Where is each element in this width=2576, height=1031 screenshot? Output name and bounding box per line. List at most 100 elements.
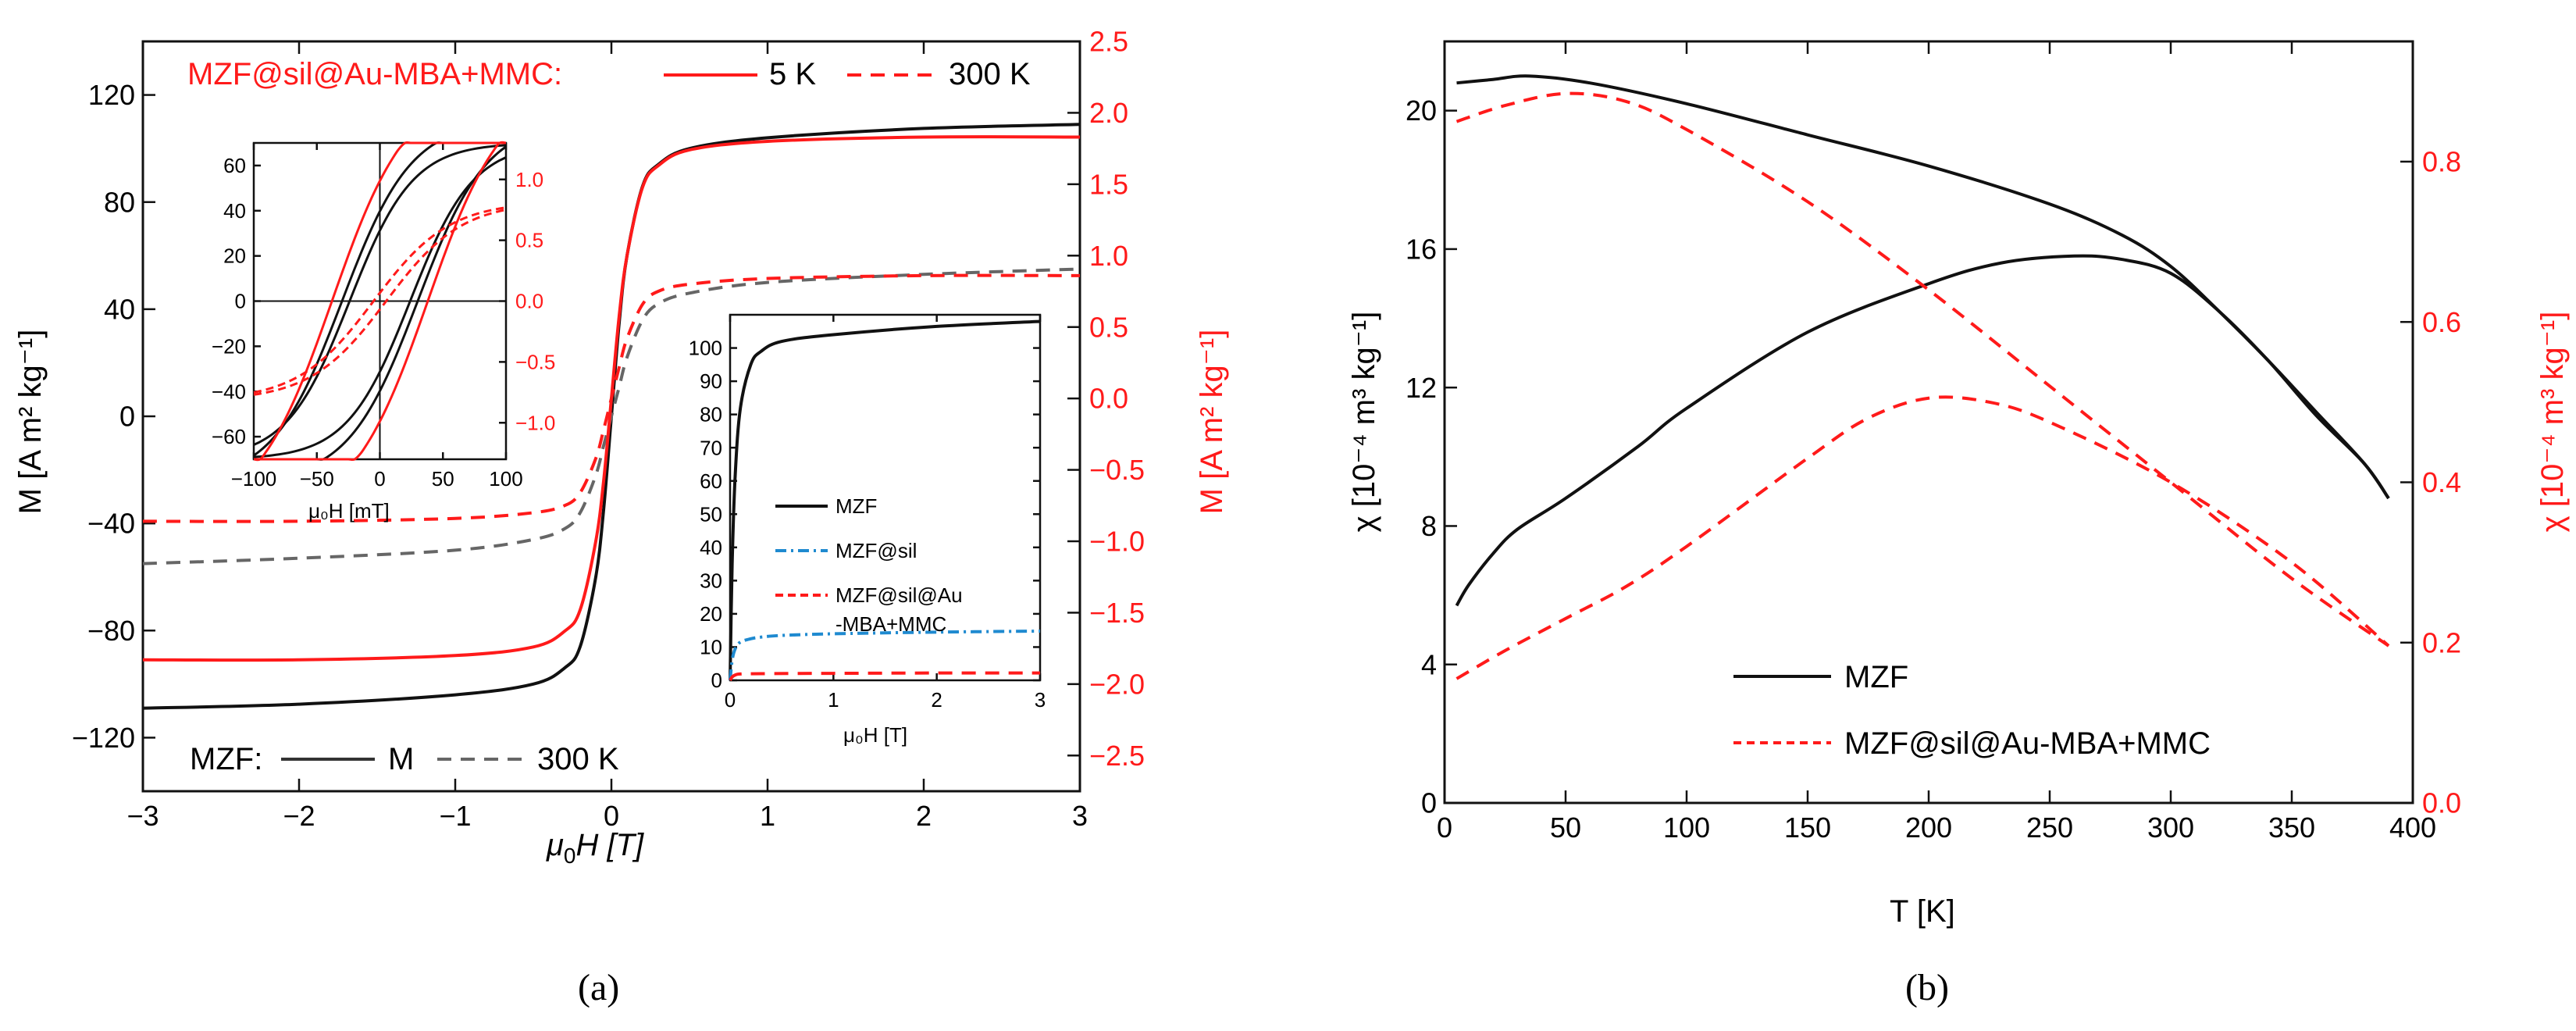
y-tick-label: 0 [711,669,722,692]
x-tick-label: −1 [439,800,471,832]
y2-tick-label: 1.0 [515,168,543,191]
x-tick-label: 100 [1663,812,1710,844]
y-tick-label: −40 [212,380,246,403]
y2-tick-label: 0.5 [515,229,543,252]
inset-loop-branch [253,156,507,458]
y-tick-label: 12 [1406,372,1437,404]
x-tick-label: 250 [2026,812,2073,844]
x-tick-label: −50 [300,467,334,491]
x-tick-label: 0 [604,800,619,832]
panel-b-legend: MZF MZF@sil@Au-MBA+MMC [1733,660,2211,761]
x-tick-label: 50 [1550,812,1581,844]
x-tick-label: 0 [1437,812,1452,844]
x-tick-label: 3 [1072,800,1088,832]
x-tick-label: −100 [231,467,277,491]
series-mzf-sil [729,630,1041,681]
y-tick-label: −40 [87,508,135,540]
legend-black-5k-label: M [388,742,414,776]
inset-hysteresis-axes: −100 −50 0 50 100 −60 −40 −20 0 20 40 60 −1.0 −0.5 0.0… [212,143,555,491]
y2-tick-label: 0.0 [515,290,543,313]
panel-b-right-y-axis-label: χ [10⁻⁴ m³ kg⁻¹] [2535,312,2570,533]
legend-black-title: MZF: [190,742,262,776]
y-tick-label: 60 [223,154,246,177]
x-tick-label: 1 [760,800,775,832]
series-mzf-300-k [142,267,1081,565]
inset-hysteresis-x-label: μ₀H [mT] [308,499,390,523]
y-tick-label: 40 [223,199,246,223]
panel-a-axes: −3 −2 −1 0 1 2 3−120−80−4004080120−2.5−2.0−1.5… [72,26,1145,832]
panel-b-caption: (b) [1905,967,1949,1008]
inset-legend-mzfsil: MZF@sil [836,539,917,562]
x-tick-label: 3 [1035,688,1046,712]
x-tick-label: 400 [2389,812,2436,844]
y-tick-label: 40 [700,536,722,559]
panel-a-left-y-axis-label: M [A m² kg⁻¹] [13,330,48,515]
y-tick-label: 16 [1406,234,1437,266]
y-tick-label: 8 [1421,510,1437,542]
y-tick-label: 70 [700,436,722,459]
y2-tick-label: 2.5 [1089,26,1128,58]
y2-tick-label: 0.2 [2422,626,2461,658]
inset-loop-branch [253,141,507,462]
panel-a: −3 −2 −1 0 1 2 3−120−80−4004080120−2.5−2.0−1.5… [13,26,1229,1008]
legend-red-300k-label: 300 K [949,57,1031,91]
y2-tick-label: −0.5 [1089,454,1145,486]
inset-legend-mzf: MZF [836,494,877,518]
legend-red-title: MZF@sil@Au-MBA+MMC: [187,57,562,91]
x-tick-label: 200 [1905,812,1952,844]
x-tick-label: −3 [126,800,159,832]
y-tick-label: 0 [235,290,246,313]
y-tick-label: 60 [700,469,722,493]
legend-black-300k-label: 300 K [537,742,619,776]
y2-tick-label: −0.5 [515,350,555,373]
y-tick-label: 4 [1421,648,1437,680]
inset-comparison-frame [729,313,1042,682]
series-mzf-sil-au-mba-mmc [729,671,1041,682]
y-tick-label: −20 [212,334,246,358]
y2-tick-label: 0.8 [2422,146,2461,178]
inset-comparison-legend: MZF MZF@sil MZF@sil@Au -MBA+MMC [775,494,963,636]
series-mzf-lower [1455,254,2390,607]
x-tick-label: 150 [1784,812,1831,844]
x-tick-label: 0 [725,688,736,712]
y-tick-label: −120 [72,722,135,754]
y-tick-label: 80 [700,403,722,426]
y-tick-label: −60 [212,425,246,448]
x-tick-label: 2 [931,688,942,712]
panel-b-left-y-axis-label: χ [10⁻⁴ m³ kg⁻¹] [1347,312,1381,533]
y2-tick-label: −1.0 [1089,526,1145,558]
y-tick-label: 40 [104,293,135,325]
x-tick-label: 0 [374,467,385,491]
y-tick-label: 10 [700,636,722,659]
x-tick-label: 50 [432,467,454,491]
y2-tick-label: 1.5 [1089,168,1128,200]
y2-tick-label: 0.4 [2422,466,2461,498]
panel-a-right-y-axis-label: M [A m² kg⁻¹] [1195,330,1229,515]
inset-loop-branch [253,209,507,396]
y-tick-label: −80 [87,615,135,647]
panel-a-caption: (a) [578,967,619,1008]
x-tick-label: 2 [916,800,932,832]
x-tick-label: 350 [2268,812,2315,844]
y2-tick-label: 0.0 [1089,383,1128,415]
panel-b-x-axis-label: T [K] [1890,894,1955,929]
y2-tick-label: 2.0 [1089,97,1128,129]
x-tick-label: 100 [489,467,522,491]
legend-red-5k-label: 5 K [769,57,816,91]
y2-tick-label: 0.5 [1089,311,1128,343]
y2-tick-label: 1.0 [1089,240,1128,272]
y-tick-label: 20 [700,602,722,626]
y-tick-label: 0 [1421,787,1437,819]
x-tick-label: 1 [828,688,839,712]
inset-hysteresis: −100 −50 0 50 100 −60 −40 −20 0 20 40 60 −1.0 −0.5 0.0… [212,141,555,523]
y-tick-label: 50 [700,502,722,526]
series-mzf-sil-au-mba-mmc-upper [1455,91,2390,647]
inset-comparison-curves [729,319,1041,682]
y-tick-label: 30 [700,569,722,592]
inset-loop-branch [253,141,506,462]
series-mzf [729,319,1041,681]
y2-tick-label: −1.0 [515,411,555,434]
x-tick-label: 300 [2147,812,2194,844]
